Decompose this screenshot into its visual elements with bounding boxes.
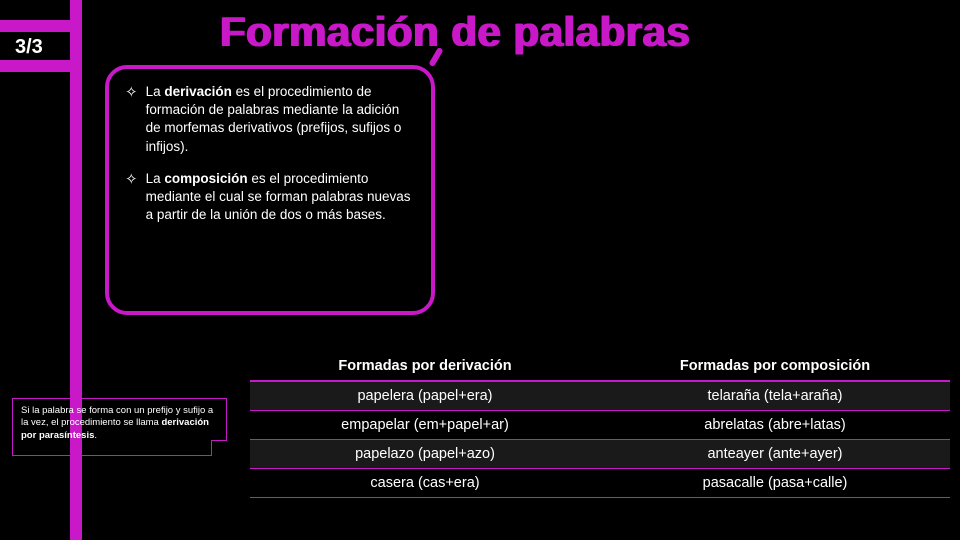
table-cell: casera (cas+era)	[250, 469, 600, 497]
footnote-box: Si la palabra se forma con un prefijo y …	[12, 398, 227, 456]
definition-text: La derivación es el procedimiento de for…	[146, 83, 415, 156]
definition-item: ✧ La composición es el procedimiento med…	[125, 170, 415, 225]
table-cell: telaraña (tela+araña)	[600, 382, 950, 410]
horizontal-accent-bar-top	[0, 20, 70, 32]
table-body: papelera (papel+era) telaraña (tela+arañ…	[250, 382, 950, 498]
def-bold: composición	[164, 171, 247, 186]
table-cell: empapelar (em+papel+ar)	[250, 411, 600, 439]
table-cell: papelera (papel+era)	[250, 382, 600, 410]
table-cell: papelazo (papel+azo)	[250, 440, 600, 468]
table-header-cell: Formadas por composición	[600, 352, 950, 382]
def-pre: La	[146, 171, 165, 186]
slide-title: Formación de palabras	[220, 8, 690, 56]
diamond-bullet-icon: ✧	[125, 170, 138, 225]
page-counter: 3/3	[15, 36, 43, 59]
table-cell: pasacalle (pasa+calle)	[600, 469, 950, 497]
table-row: empapelar (em+papel+ar) abrelatas (abre+…	[250, 411, 950, 440]
footnote-text: Si la palabra se forma con un prefijo y …	[21, 405, 218, 442]
horizontal-accent-bar-bottom	[0, 60, 70, 72]
table-header-row: Formadas por derivación Formadas por com…	[250, 352, 950, 382]
definitions-box: ✧ La derivación es el procedimiento de f…	[105, 65, 435, 315]
definition-text: La composición es el procedimiento media…	[146, 170, 415, 225]
examples-table: Formadas por derivación Formadas por com…	[250, 352, 950, 498]
note-post: .	[94, 430, 97, 441]
table-cell: abrelatas (abre+latas)	[600, 411, 950, 439]
table-row: papelera (papel+era) telaraña (tela+arañ…	[250, 382, 950, 411]
table-row: casera (cas+era) pasacalle (pasa+calle)	[250, 469, 950, 498]
diamond-bullet-icon: ✧	[125, 83, 138, 156]
vertical-accent-bar	[70, 0, 82, 540]
table-row: papelazo (papel+azo) anteayer (ante+ayer…	[250, 440, 950, 469]
definition-item: ✧ La derivación es el procedimiento de f…	[125, 83, 415, 156]
def-bold: derivación	[164, 84, 232, 99]
page-fold-icon	[211, 440, 227, 456]
table-header-cell: Formadas por derivación	[250, 352, 600, 382]
def-pre: La	[146, 84, 165, 99]
table-cell: anteayer (ante+ayer)	[600, 440, 950, 468]
